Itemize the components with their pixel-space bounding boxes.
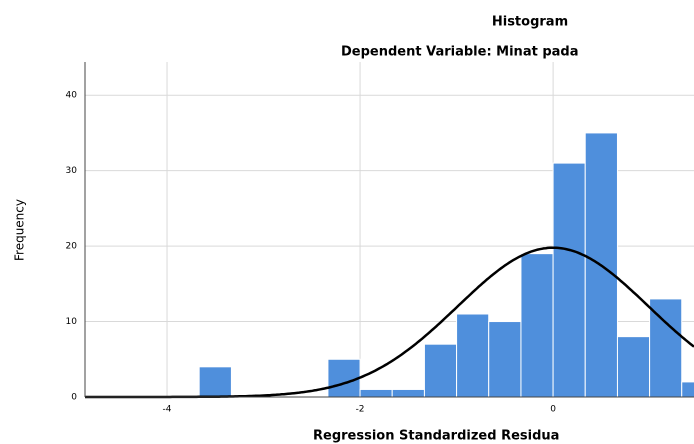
x-tick-label: 0 [550, 405, 556, 415]
y-tick-label: 40 [66, 91, 78, 101]
y-axis-label: Frequency [13, 199, 27, 261]
bar [488, 321, 522, 398]
bar [681, 381, 694, 398]
bars [198, 132, 694, 398]
bar [198, 366, 232, 398]
bar [391, 388, 425, 398]
x-axis-label: Regression Standardized Residua [313, 429, 559, 444]
bar [456, 313, 490, 398]
bar [520, 253, 554, 398]
x-tick-label: -4 [163, 405, 172, 415]
y-tick-label: 10 [66, 317, 78, 327]
bar [552, 162, 586, 398]
bar [359, 388, 393, 398]
y-tick-label: 30 [66, 166, 78, 176]
y-tick-label: 0 [71, 393, 77, 403]
chart-title: Histogram [492, 15, 568, 30]
bar [327, 358, 361, 398]
bar [423, 343, 458, 398]
chart-subtitle: Dependent Variable: Minat pada [341, 45, 579, 60]
x-tick-label: -2 [356, 405, 365, 415]
y-tick-label: 20 [66, 242, 78, 252]
bar [616, 336, 651, 398]
